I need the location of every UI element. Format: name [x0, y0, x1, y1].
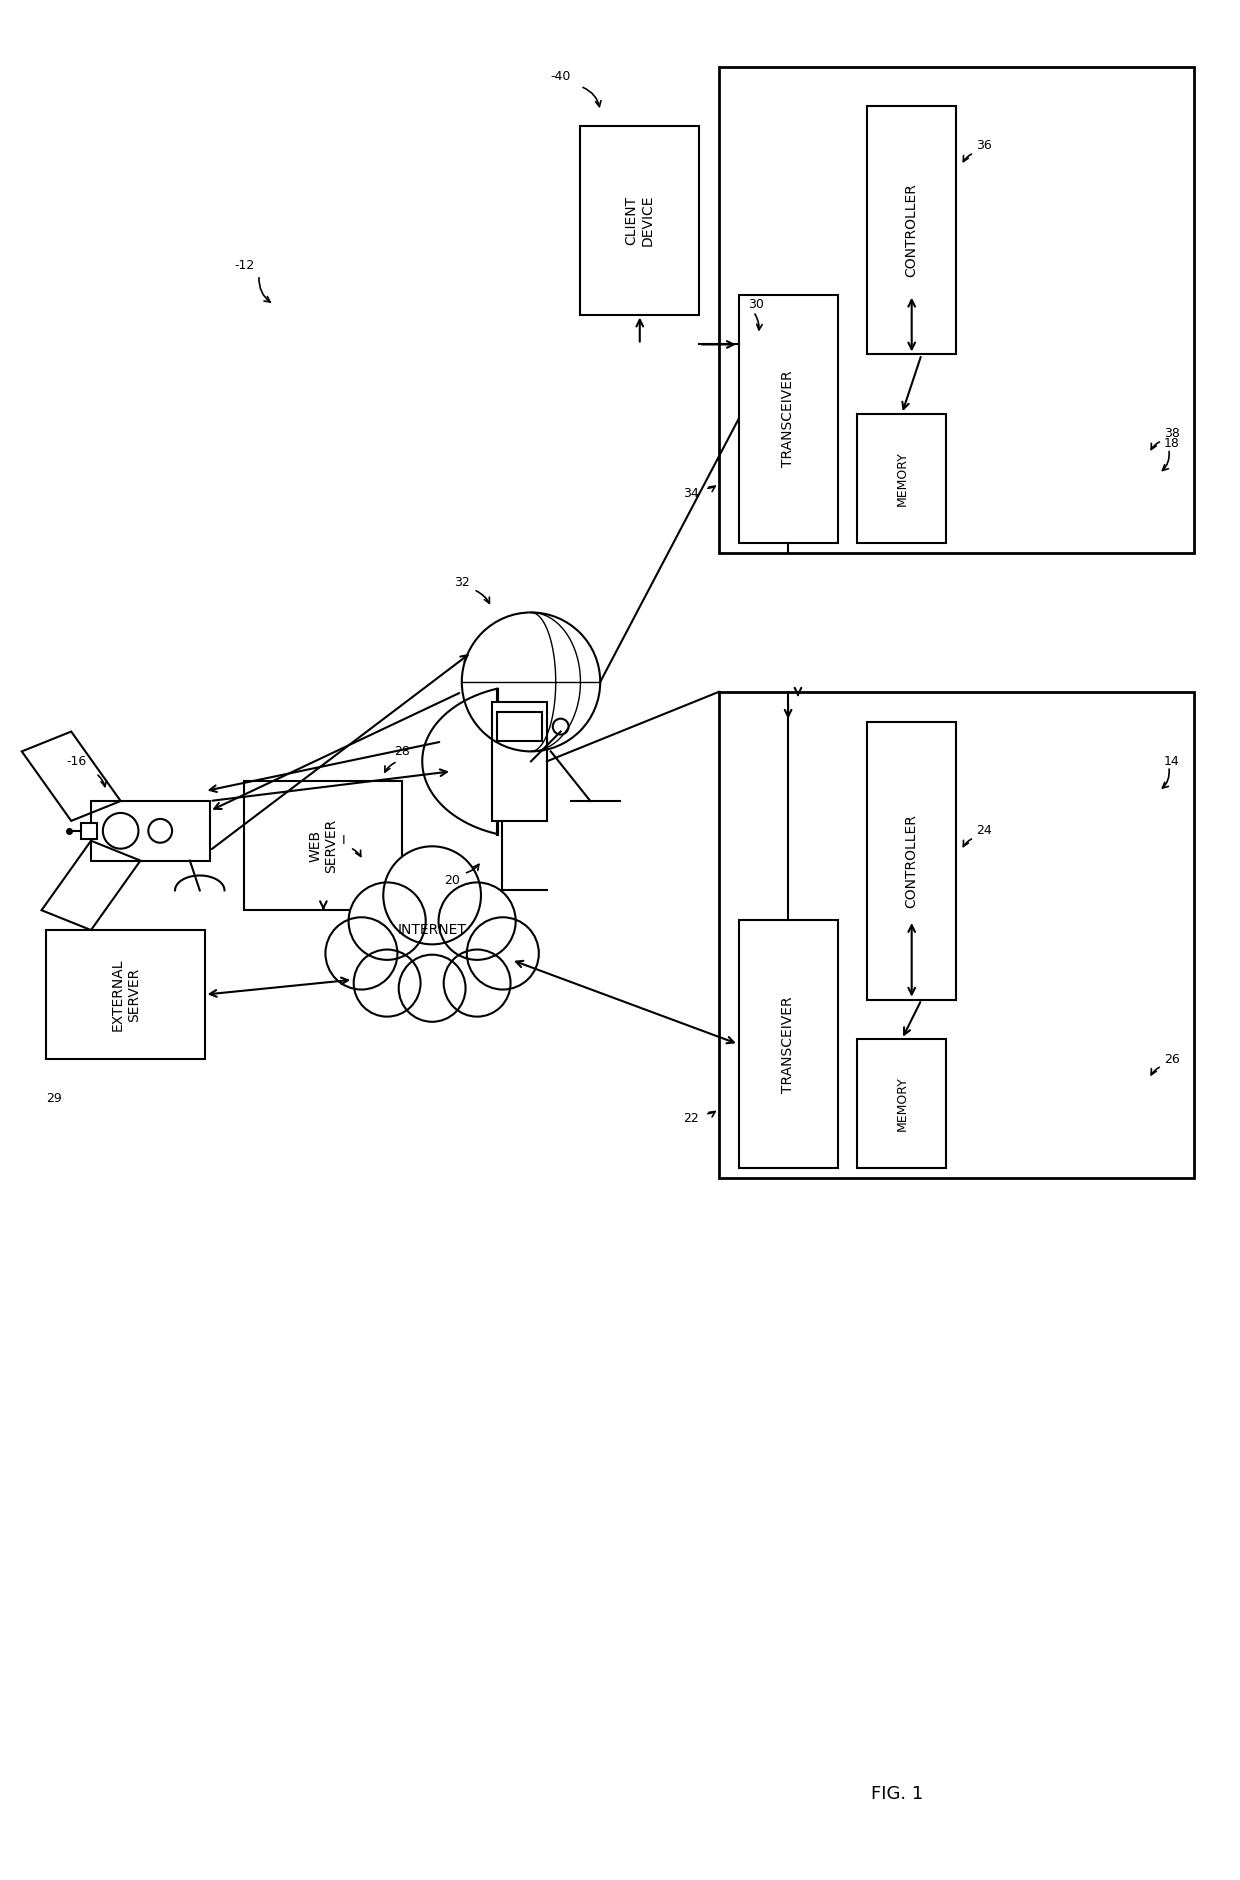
Circle shape — [149, 820, 172, 842]
Text: TRANSCEIVER: TRANSCEIVER — [781, 996, 795, 1092]
Bar — [580, 126, 699, 314]
Text: FIG. 1: FIG. 1 — [870, 1784, 923, 1803]
Circle shape — [348, 882, 425, 961]
Text: 38: 38 — [1164, 427, 1179, 440]
Text: CONTROLLER: CONTROLLER — [905, 814, 919, 908]
Text: MEMORY: MEMORY — [895, 1077, 909, 1132]
Circle shape — [353, 949, 420, 1017]
Text: WEB
SERVER: WEB SERVER — [309, 818, 339, 872]
Text: INTERNET: INTERNET — [398, 923, 466, 936]
Bar — [739, 919, 837, 1167]
Text: CLIENT
DEVICE: CLIENT DEVICE — [625, 196, 655, 246]
Text: 30: 30 — [749, 299, 764, 312]
Text: -16: -16 — [66, 756, 87, 767]
Bar — [81, 823, 97, 838]
Circle shape — [444, 949, 511, 1017]
Circle shape — [383, 846, 481, 944]
Text: EXTERNAL
SERVER: EXTERNAL SERVER — [110, 959, 140, 1030]
Bar — [739, 295, 837, 543]
Text: 18: 18 — [1164, 438, 1179, 449]
Text: 24: 24 — [976, 823, 992, 837]
Bar — [497, 713, 542, 741]
Text: -12: -12 — [234, 259, 254, 271]
Bar — [244, 782, 403, 910]
Circle shape — [103, 812, 139, 848]
Text: MEMORY: MEMORY — [895, 451, 909, 506]
Bar — [867, 105, 956, 353]
Text: 20: 20 — [444, 874, 460, 887]
Bar — [867, 722, 956, 1000]
Text: I: I — [341, 835, 345, 848]
Circle shape — [325, 917, 398, 989]
Bar — [857, 1040, 946, 1167]
Circle shape — [439, 882, 516, 961]
Bar — [492, 701, 547, 822]
Circle shape — [399, 955, 465, 1023]
Circle shape — [466, 917, 539, 989]
Text: 22: 22 — [683, 1113, 699, 1124]
Text: 32: 32 — [454, 575, 470, 588]
Bar — [719, 66, 1194, 553]
Text: TRANSCEIVER: TRANSCEIVER — [781, 370, 795, 468]
Bar — [46, 931, 205, 1058]
Text: CONTROLLER: CONTROLLER — [905, 184, 919, 276]
Text: 29: 29 — [46, 1092, 62, 1105]
Bar — [857, 414, 946, 543]
Text: 26: 26 — [1164, 1053, 1179, 1066]
Bar — [91, 801, 210, 861]
Text: 34: 34 — [683, 487, 699, 500]
Text: 36: 36 — [976, 139, 992, 152]
Text: 28: 28 — [394, 744, 410, 758]
Circle shape — [461, 613, 600, 752]
Text: -40: -40 — [551, 70, 570, 83]
Text: 14: 14 — [1164, 756, 1179, 767]
Bar — [719, 692, 1194, 1179]
